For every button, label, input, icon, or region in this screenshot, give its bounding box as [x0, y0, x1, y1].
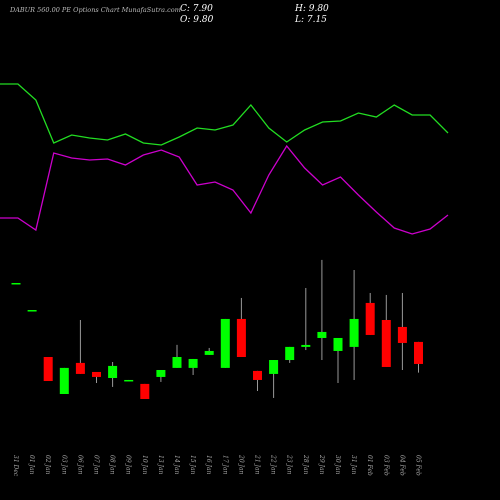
x-tick-label: 13 Jan: [157, 455, 164, 475]
indicator-line: [0, 83, 449, 146]
x-tick-label: 10 Jan: [141, 455, 148, 475]
candle-body: [27, 310, 37, 312]
candle-body: [317, 331, 327, 338]
x-tick-label: 07 Jan: [93, 455, 100, 475]
chart-title: DABUR 560.00 PE Options Chart MunafaSutr…: [9, 6, 181, 14]
candle-body: [43, 357, 53, 382]
low-label: L: 7.15: [294, 15, 327, 25]
candle-body: [204, 350, 214, 355]
x-tick-label: 17 Jan: [221, 455, 228, 475]
candle-body: [301, 344, 311, 347]
x-tick-label: 04 Feb: [398, 455, 405, 476]
x-tick-label: 31 Jan: [350, 455, 357, 475]
x-tick-label: 16 Jan: [205, 455, 212, 475]
candle-body: [92, 371, 101, 377]
x-tick-label: 31 Dec: [12, 455, 19, 477]
candle-body: [414, 341, 423, 364]
x-tick-label: 03 Jan: [60, 455, 67, 475]
candle-body: [220, 318, 230, 368]
candle-body: [156, 369, 166, 377]
open-label: O: 9.80: [180, 15, 214, 25]
x-tick-label: 03 Feb: [382, 455, 389, 476]
candle-body: [253, 370, 262, 380]
candle-body: [59, 367, 69, 395]
x-tick-label: 02 Jan: [44, 455, 51, 475]
x-tick-label: 09 Jan: [125, 455, 132, 475]
x-tick-label: 29 Jan: [318, 454, 325, 475]
close-label: C: 7.90: [180, 4, 213, 14]
candle-body: [75, 362, 85, 374]
candle-body: [333, 337, 343, 351]
x-tick-label: 14 Jan: [173, 455, 180, 475]
x-tick-label: 01 Feb: [366, 455, 373, 476]
candle-body: [285, 346, 295, 361]
x-tick-label: 15 Jan: [189, 455, 196, 475]
candle-body: [11, 282, 21, 285]
indicator-line: [0, 144, 449, 235]
x-tick-label: 05 Feb: [415, 455, 422, 476]
x-tick-label: 20 Jan: [237, 454, 244, 475]
candle-body: [188, 358, 198, 368]
candle-body: [108, 365, 118, 378]
candle-body: [140, 383, 150, 399]
x-tick-label: 23 Jan: [286, 454, 293, 475]
candle-body: [381, 319, 391, 367]
x-tick-label: 22 Jan: [270, 454, 277, 475]
x-tick-label: 06 Jan: [76, 455, 83, 475]
candle-body: [349, 318, 359, 347]
candle-body: [124, 379, 134, 382]
x-tick-label: 28 Jan: [302, 454, 309, 475]
candle-body: [365, 302, 375, 335]
high-label: H: 9.80: [294, 4, 329, 14]
candle-body: [172, 357, 182, 368]
candle-body: [269, 360, 279, 374]
x-tick-label: 08 Jan: [109, 455, 116, 475]
candle-body: [236, 318, 246, 357]
x-tick-label: 21 Jan: [254, 454, 261, 475]
x-tick-label: 01 Jan: [28, 455, 35, 475]
candle-body: [397, 326, 407, 343]
x-tick-label: 30 Jan: [334, 455, 341, 475]
